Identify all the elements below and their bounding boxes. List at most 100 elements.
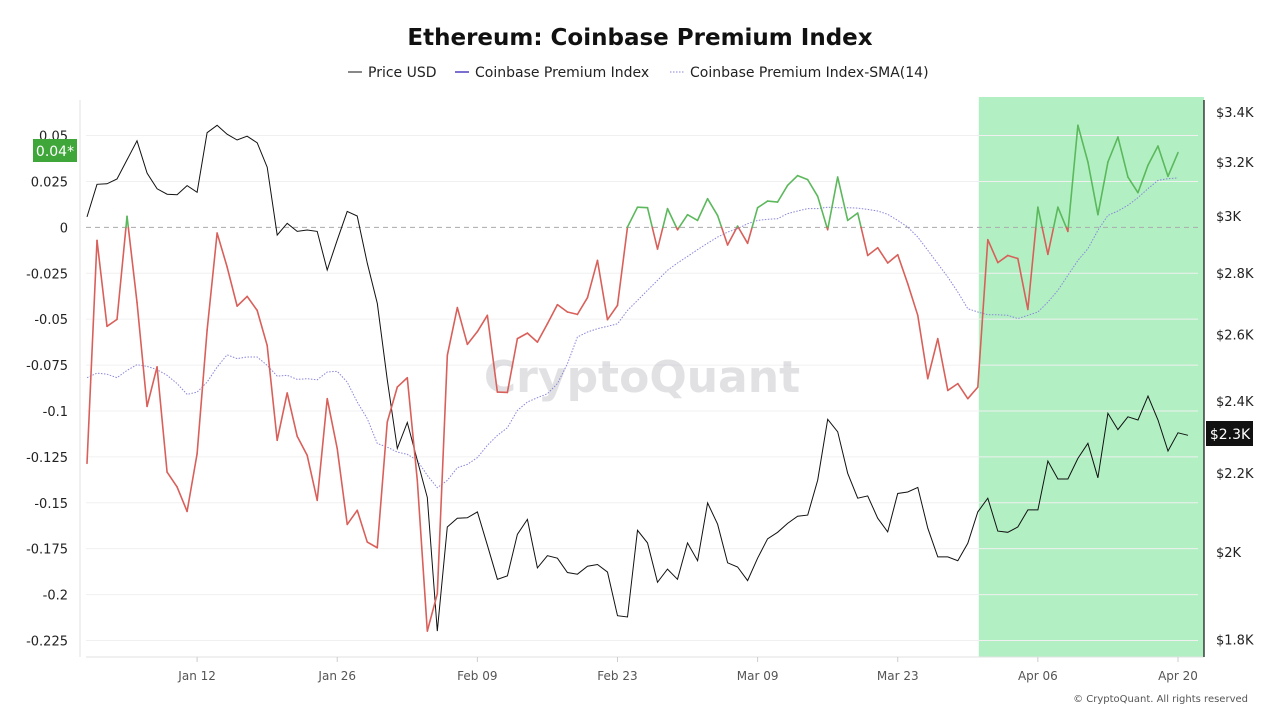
index-segment [1017, 257, 1029, 311]
y-right-tick-label: $3.4K [1216, 106, 1254, 121]
copyright: © CryptoQuant. All rights reserved [1073, 694, 1248, 705]
index-segment [106, 318, 118, 328]
price-last-value-badge: $2.3K [1206, 421, 1253, 446]
price-last-value: $2.3K [1210, 427, 1251, 443]
index-segment [286, 392, 298, 438]
index-segment [1027, 226, 1037, 311]
index-segment [256, 309, 268, 347]
index-segment [466, 330, 479, 346]
index-segment [1047, 226, 1055, 256]
index-segment [1057, 206, 1068, 229]
index-segment [526, 332, 539, 343]
legend-label-price: Price USD [368, 65, 437, 81]
index-segment [246, 295, 258, 312]
index-segment [636, 206, 649, 209]
highlight-region [978, 97, 1204, 657]
index-segment [486, 314, 499, 393]
index-segment [176, 486, 188, 513]
legend-label-index: Coinbase Premium Index [475, 65, 649, 81]
legend-item-price[interactable]: Price USD [348, 65, 437, 81]
y-left-tick-label: 0.025 [31, 175, 68, 190]
index-segment [956, 382, 969, 400]
x-tick-label: Apr 20 [1158, 669, 1198, 683]
index-segment [556, 303, 569, 313]
index-segment [616, 226, 629, 307]
index-segment [746, 226, 753, 245]
y-left-tick-label: 0 [60, 221, 68, 236]
index-segment [686, 213, 699, 222]
index-segment [886, 253, 899, 264]
price-line [86, 124, 1189, 632]
y-left-tick-label: -0.15 [34, 497, 68, 512]
index-segment [786, 174, 799, 187]
index-segment [426, 592, 439, 632]
index-segment [816, 195, 828, 229]
y-left-tick-label: -0.2 [43, 589, 68, 604]
index-segment [216, 232, 228, 268]
legend: Price USD Coinbase Premium Index Coinbas… [348, 65, 929, 81]
index-segment [737, 226, 749, 245]
x-tick-label: Mar 09 [737, 669, 779, 683]
index-segment [860, 226, 869, 257]
index-segment [946, 382, 959, 392]
y-left-tick-label: -0.175 [26, 543, 68, 558]
x-tick-label: Mar 23 [877, 669, 919, 683]
index-segment [1117, 136, 1129, 178]
index-segment [1007, 254, 1019, 260]
index-segment [336, 447, 349, 526]
index-segment [506, 337, 519, 394]
index-last-value: 0.04* [36, 144, 74, 160]
index-segment [716, 214, 723, 229]
index-segment [1137, 164, 1149, 194]
legend-item-sma[interactable]: Coinbase Premium Index-SMA(14) [670, 65, 929, 81]
y-left-tick-label: -0.025 [26, 267, 68, 282]
index-segment [1127, 176, 1139, 194]
index-segment [126, 215, 130, 229]
legend-item-index[interactable]: Coinbase Premium Index [455, 65, 649, 81]
index-segment [1147, 145, 1159, 167]
index-segment [596, 259, 609, 321]
index-segment [127, 226, 138, 304]
y-left-tick-label: -0.1 [43, 405, 68, 420]
index-segment [876, 246, 889, 264]
y-left-tick-label: -0.075 [26, 359, 68, 374]
index-segment [1097, 161, 1109, 216]
index-segment [266, 344, 278, 442]
index-segment [662, 207, 669, 229]
chart-title: Ethereum: Coinbase Premium Index [407, 25, 872, 51]
index-segment [916, 314, 929, 380]
index-segment [651, 226, 659, 250]
y-right-tick-label: $2.4K [1216, 395, 1254, 410]
y-left-tick-label: -0.05 [34, 313, 68, 328]
index-segment [906, 282, 919, 317]
index-segment [356, 509, 369, 543]
index-segment [376, 421, 389, 549]
index-segment [86, 239, 98, 465]
index-segment [696, 197, 709, 222]
index-segment [1035, 206, 1039, 229]
index-segment [1067, 124, 1079, 229]
index-segment [756, 200, 769, 209]
y-right-tick-label: $2.2K [1216, 467, 1254, 482]
index-segment [846, 212, 859, 222]
index-segment [796, 174, 809, 181]
y-right-tick-label: $2.8K [1216, 267, 1254, 282]
index-segment [1107, 136, 1119, 163]
y-right-tick-label: $3K [1216, 210, 1242, 225]
index-segment [766, 200, 779, 203]
index-segment [446, 306, 459, 357]
index-segment [136, 301, 148, 408]
index-segment [226, 266, 238, 307]
index-segment [977, 238, 989, 388]
index-segment [456, 306, 469, 346]
y-left-tick-label: -0.225 [26, 634, 68, 649]
index-segment [196, 329, 208, 455]
y-right-tick-label: $2K [1216, 546, 1242, 561]
index-segment [1167, 151, 1179, 178]
y-right-tick-label: $1.8K [1216, 633, 1254, 648]
index-segment [406, 376, 419, 482]
legend-label-sma: Coinbase Premium Index-SMA(14) [690, 65, 929, 81]
y-right-tick-label: $2.6K [1216, 328, 1254, 343]
index-segment [1087, 161, 1099, 216]
